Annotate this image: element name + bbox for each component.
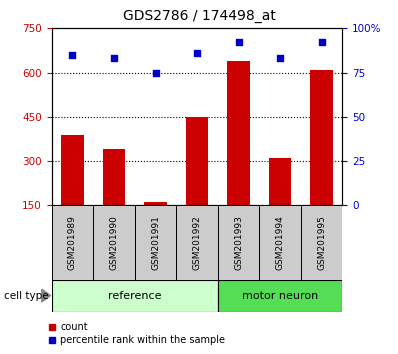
- Text: reference: reference: [108, 291, 162, 301]
- Legend: count, percentile rank within the sample: count, percentile rank within the sample: [45, 319, 229, 349]
- Bar: [269, 158, 291, 205]
- Bar: [61, 135, 84, 205]
- Bar: [185, 117, 209, 205]
- Point: [111, 56, 117, 61]
- Bar: [176, 205, 218, 280]
- Polygon shape: [42, 289, 51, 302]
- Bar: [52, 280, 218, 312]
- Text: motor neuron: motor neuron: [242, 291, 318, 301]
- Bar: [310, 70, 333, 205]
- Bar: [259, 205, 301, 280]
- Bar: [93, 205, 135, 280]
- Text: GSM201991: GSM201991: [151, 215, 160, 270]
- Text: GDS2786 / 174498_at: GDS2786 / 174498_at: [123, 9, 275, 23]
- Point: [194, 50, 200, 56]
- Bar: [218, 280, 342, 312]
- Text: GSM201990: GSM201990: [109, 215, 119, 270]
- Bar: [144, 202, 167, 205]
- Text: GSM201993: GSM201993: [234, 215, 243, 270]
- Text: GSM201994: GSM201994: [275, 215, 285, 270]
- Bar: [227, 61, 250, 205]
- Point: [69, 52, 76, 58]
- Point: [152, 70, 159, 75]
- Bar: [52, 205, 93, 280]
- Bar: [301, 205, 342, 280]
- Text: cell type: cell type: [4, 291, 49, 301]
- Point: [318, 40, 325, 45]
- Point: [235, 40, 242, 45]
- Bar: [103, 149, 125, 205]
- Text: GSM201995: GSM201995: [317, 215, 326, 270]
- Bar: [218, 205, 259, 280]
- Point: [277, 56, 283, 61]
- Bar: [135, 205, 176, 280]
- Text: GSM201992: GSM201992: [193, 215, 201, 270]
- Text: GSM201989: GSM201989: [68, 215, 77, 270]
